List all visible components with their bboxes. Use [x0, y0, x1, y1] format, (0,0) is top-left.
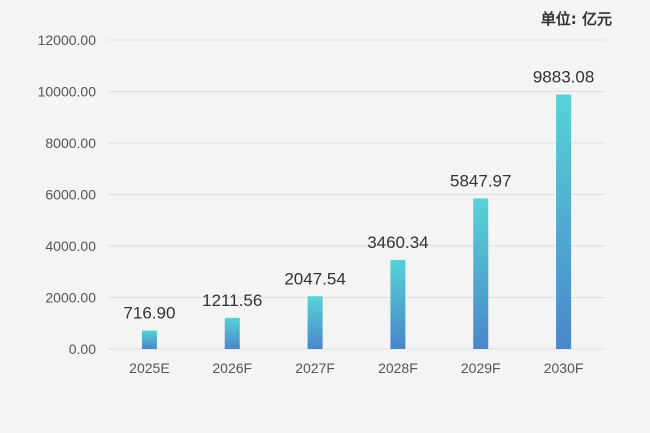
y-axis-ticks: 0.00 2000.00 4000.00 6000.00 8000.00 10000.00… — [38, 32, 97, 357]
bar-2030F — [556, 94, 572, 350]
grid-lines — [108, 39, 605, 350]
value-label: 1211.56 — [202, 291, 262, 310]
y-tick-label: 2000.00 — [45, 290, 96, 306]
bar-2028F — [390, 259, 406, 349]
value-label: 2047.54 — [284, 269, 345, 288]
y-tick-label: 6000.00 — [45, 187, 96, 203]
value-label: 716.90 — [123, 304, 175, 323]
x-tick-label: 2027F — [295, 360, 335, 376]
bar-2025E — [141, 330, 157, 349]
x-tick-label: 2025E — [129, 360, 169, 376]
y-tick-label: 0.00 — [69, 341, 96, 357]
value-label: 9883.08 — [533, 68, 594, 87]
x-tick-label: 2028F — [378, 360, 418, 376]
y-tick-label: 12000.00 — [38, 32, 97, 48]
x-tick-label: 2030F — [544, 360, 584, 376]
bar-2029F — [473, 198, 489, 349]
x-tick-label: 2026F — [212, 360, 252, 376]
value-label: 3460.34 — [367, 233, 428, 252]
y-tick-label: 4000.00 — [45, 238, 96, 254]
y-tick-label: 8000.00 — [45, 135, 96, 151]
bar-2027F — [307, 296, 323, 349]
unit-label: 单位: 亿元 — [540, 10, 612, 28]
x-tick-label: 2029F — [461, 360, 501, 376]
value-labels: 716.90 1211.56 2047.54 3460.34 5847.97 9883.0… — [123, 68, 594, 323]
value-label: 5847.97 — [450, 171, 511, 190]
bars — [141, 94, 572, 350]
x-axis-ticks: 2025E 2026F 2027F 2028F 2029F 2030F — [129, 360, 583, 376]
y-tick-label: 10000.00 — [38, 84, 97, 100]
bar-2026F — [224, 317, 240, 349]
